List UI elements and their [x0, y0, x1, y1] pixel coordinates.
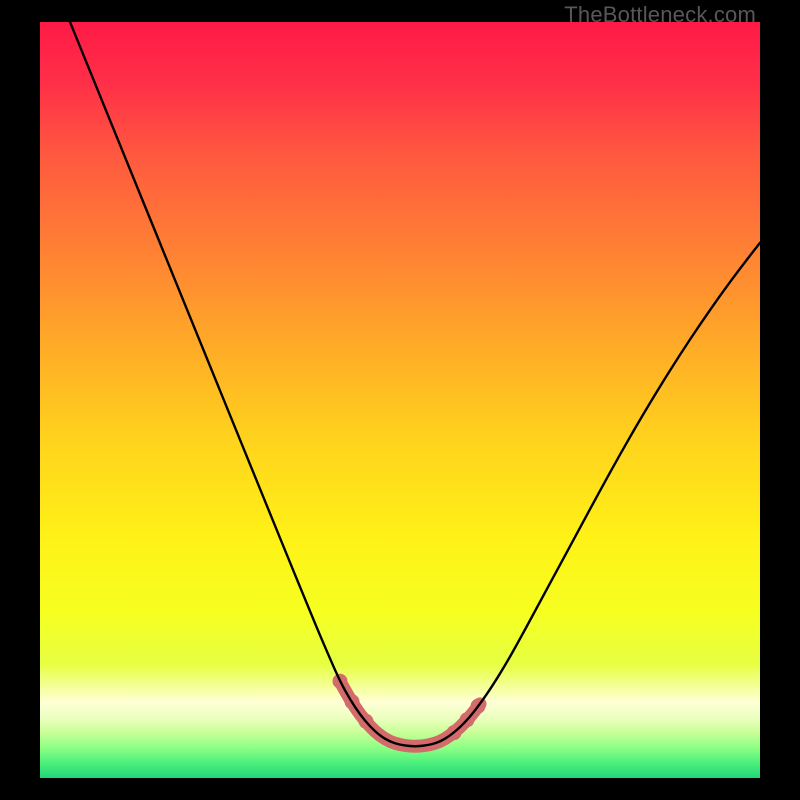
plot-area [40, 22, 760, 778]
curve-svg [40, 22, 760, 778]
watermark-text: TheBottleneck.com [564, 2, 756, 27]
chart-frame: TheBottleneck.com [0, 0, 800, 800]
watermark-container: TheBottleneck.com [564, 2, 756, 28]
